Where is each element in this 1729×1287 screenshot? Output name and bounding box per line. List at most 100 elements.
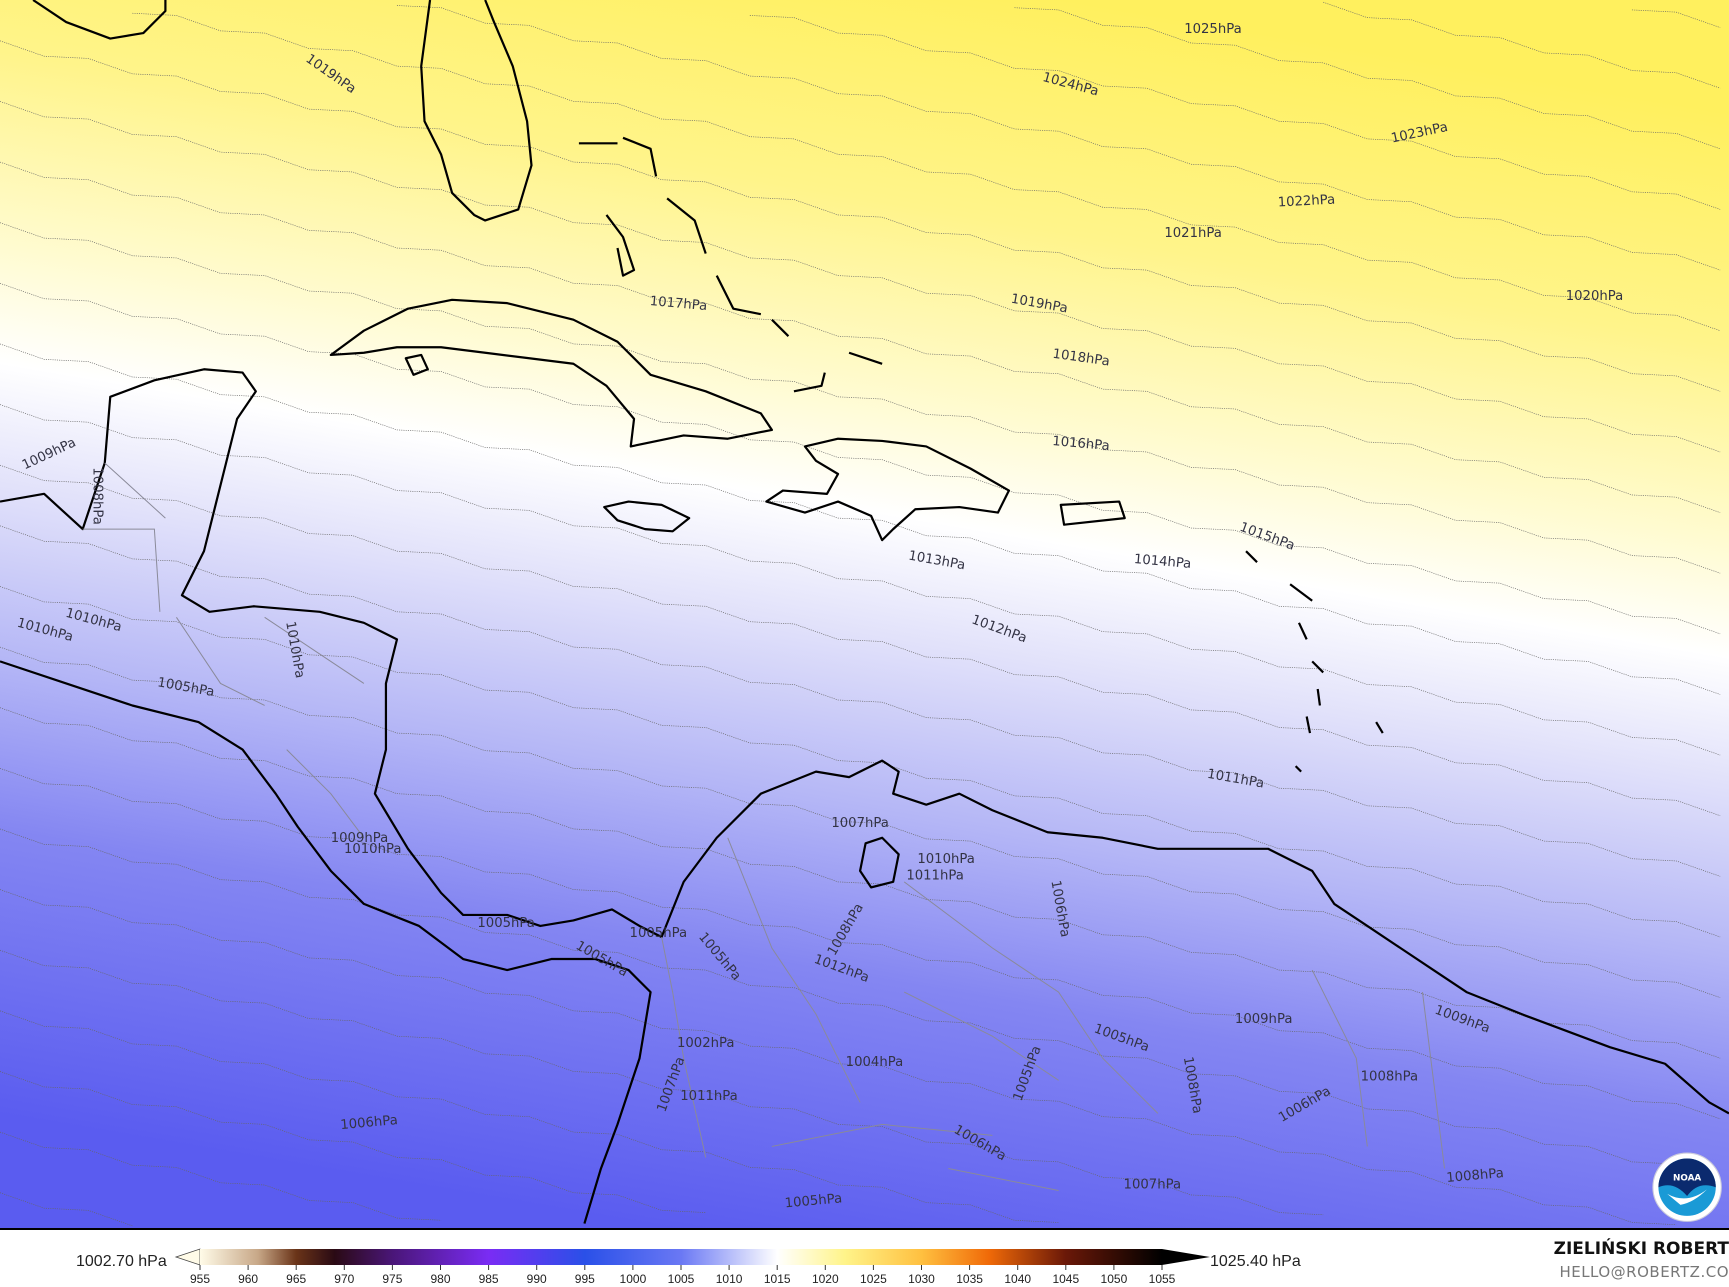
colorbar-tick-label: 990 <box>527 1272 547 1286</box>
colorbar-tick-label: 1000 <box>620 1272 647 1286</box>
isobar-lines <box>0 1 1721 1227</box>
colorbar-tick-label: 1020 <box>812 1272 839 1286</box>
isobar-label: 1004hPa <box>846 1055 904 1070</box>
isobar-line <box>0 586 1721 938</box>
isobar-label: 1022hPa <box>1277 193 1335 211</box>
isobar-label: 1016hPa <box>1052 434 1111 454</box>
colorbar-tick-label: 1015 <box>764 1272 791 1286</box>
colorbar-max-label: 1025.40 hPa <box>1210 1253 1301 1270</box>
pacific-coast <box>0 660 652 1224</box>
isobar-label: 1020hPa <box>1566 289 1624 304</box>
colorbar-ticks: 955 960 965 970 975 980 985 990 995 1000 1005 1010 1… <box>190 1265 1176 1286</box>
gulf-coast <box>32 0 167 40</box>
isobar-label: 1005hPa <box>784 1191 843 1211</box>
colorbar-min-label: 1002.70 hPa <box>76 1253 167 1270</box>
colorbar-tick-label: 985 <box>479 1272 499 1286</box>
isobar-line <box>396 5 1721 271</box>
isobar-line <box>0 282 1721 635</box>
country-borders <box>82 462 1446 1192</box>
puerto-rico-coast <box>1059 500 1126 526</box>
isobar-line <box>0 525 1721 877</box>
isobar-line <box>0 1071 706 1213</box>
colorbar-tick-label: 975 <box>382 1272 402 1286</box>
isobar-line <box>0 828 1721 1180</box>
florida-coast <box>420 0 533 222</box>
author-credit: ZIELIŃSKI ROBERT <box>1553 1239 1729 1259</box>
pressure-map: 1025hPa 1024hPa 1023hPa 1022hPa 1021hPa 1020h… <box>0 0 1729 1230</box>
isobar-label: 1009hPa <box>331 831 389 846</box>
colorbar-tick-label: 995 <box>575 1272 595 1286</box>
isobar-label: 1008hPa <box>90 467 105 524</box>
isobar-line <box>1323 1 1721 89</box>
yucatan-central-america-coast <box>0 368 1729 1115</box>
colorbar-tick-label: 1040 <box>1004 1272 1031 1286</box>
colorbar: 955 960 965 970 975 980 985 990 995 1000 1005 1010 1… <box>174 1248 1210 1286</box>
isobar-line <box>0 464 1721 817</box>
noaa-logo-text: NOAA <box>1673 1174 1701 1184</box>
isle-of-youth <box>404 353 429 376</box>
isobar-line <box>0 101 1721 453</box>
cuba-coast <box>329 298 773 448</box>
colorbar-gradient <box>200 1249 1162 1265</box>
colorbar-tick-label: 1030 <box>908 1272 935 1286</box>
isobar-line <box>0 889 1677 1226</box>
colorbar-tick-label: 1010 <box>716 1272 743 1286</box>
isobar-line <box>0 404 1721 756</box>
isobar-label: 1007hPa <box>1124 1177 1182 1192</box>
jamaica-coast <box>603 500 691 533</box>
isobar-line <box>1631 9 1721 28</box>
colorbar-tick-label: 1005 <box>668 1272 695 1286</box>
isobar-label: 1025hPa <box>1184 22 1242 37</box>
isobar-label: 1009hPa <box>1235 1012 1293 1027</box>
isobar-line <box>0 161 1721 513</box>
author-email[interactable]: HELLO@ROBERTZ.CO <box>1559 1263 1729 1281</box>
isobar-line <box>1014 7 1721 150</box>
colorbar-tick-label: 960 <box>238 1272 258 1286</box>
lesser-antilles <box>1245 550 1384 773</box>
isobar-label: 1010hPa <box>344 842 402 857</box>
isobar-label: 1011hPa <box>680 1089 738 1104</box>
isobar-label: 1021hPa <box>1164 226 1222 241</box>
footer: 1002.70 hPa 955 960 965 970 975 9 <box>0 1231 1729 1287</box>
isobar-label: 1008hPa <box>1446 1166 1505 1186</box>
coastlines <box>0 0 1729 1224</box>
isobar-label: 1005hPa <box>477 916 535 931</box>
isobar-line <box>0 222 1721 574</box>
colorbar-tick-label: 1045 <box>1052 1272 1079 1286</box>
noaa-logo: NOAA <box>1652 1152 1722 1222</box>
isobar-line <box>0 1192 133 1227</box>
isobar-line <box>0 1010 1059 1223</box>
isobar-line <box>0 343 1721 695</box>
isobar-label: 1007hPa <box>831 816 889 831</box>
lake-maracaibo <box>858 836 900 889</box>
colorbar-tick-label: 955 <box>190 1272 210 1286</box>
isobar-label: 1008hPa <box>1361 1069 1419 1084</box>
isobar-line <box>0 707 1721 1059</box>
colorbar-tick-label: 980 <box>430 1272 450 1286</box>
colorbar-tick-label: 1025 <box>860 1272 887 1286</box>
bahamas <box>578 136 883 393</box>
colorbar-tick-label: 970 <box>334 1272 354 1286</box>
isobar-label: 1006hPa <box>340 1113 399 1133</box>
colorbar-tick-label: 1055 <box>1149 1272 1176 1286</box>
pressure-field <box>0 0 1729 1228</box>
isobar-line <box>0 768 1721 1120</box>
border-line <box>82 462 1446 1192</box>
isobar-line <box>0 646 1721 998</box>
isobar-label: 1014hPa <box>1133 552 1192 572</box>
isobar-line <box>749 15 1721 210</box>
colorbar-tick-label: 1050 <box>1101 1272 1128 1286</box>
isobar-label: 1017hPa <box>649 294 708 314</box>
colorbar-max-arrow <box>1162 1249 1210 1265</box>
colorbar-tick-label: 965 <box>286 1272 306 1286</box>
isobar-line <box>132 12 1721 332</box>
colorbar-min-arrow <box>174 1248 201 1266</box>
isobar-label: 1011hPa <box>906 869 964 884</box>
isobar-line <box>0 40 1721 392</box>
isobar-label: 1002hPa <box>677 1036 735 1051</box>
colorbar-tick-label: 1035 <box>956 1272 983 1286</box>
isobar-label: 1010hPa <box>917 852 975 867</box>
map-canvas: 1025hPa1024hPa1023hPa1022hPa1021hPa1020h… <box>0 0 1729 1228</box>
hispaniola-coast <box>765 437 1011 542</box>
isobar-label: 1005hPa <box>630 926 688 941</box>
